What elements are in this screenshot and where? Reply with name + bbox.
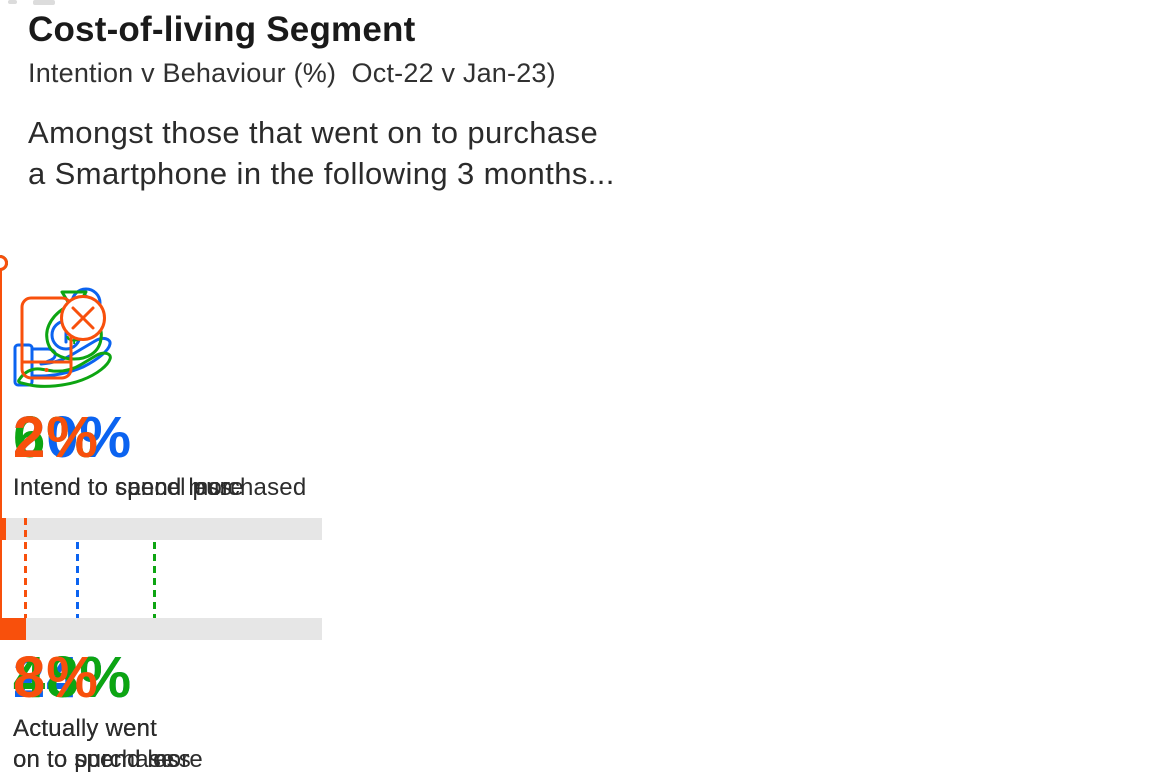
behaviour-label-line-2: on to purchase xyxy=(13,746,175,773)
intro-text: Amongst those that went on to purchase a… xyxy=(28,112,615,194)
page-title: Cost-of-living Segment xyxy=(28,10,416,49)
pin-circle xyxy=(0,255,8,271)
behaviour-value: 48% xyxy=(13,645,133,710)
behaviour-label: Actually went on to spend more xyxy=(13,713,203,775)
intention-value: 2% xyxy=(13,405,99,470)
intention-label: Intend to spend more xyxy=(13,474,244,501)
behaviour-value: 24% xyxy=(13,645,133,710)
intention-label: Intend to cancel purchased xyxy=(13,474,307,501)
behaviour-bar-track xyxy=(0,618,322,640)
behaviour-value: 8% xyxy=(13,645,99,710)
behaviour-label-line-2: on to spend more xyxy=(13,746,203,773)
intro-line-2: a Smartphone in the following 3 months..… xyxy=(28,156,615,191)
column-cancel-purchase: 2% Intend to cancel purchased 8% Actuall… xyxy=(0,255,330,782)
cropped-artifact xyxy=(33,0,55,5)
behaviour-label-line-2: on to spend less xyxy=(13,746,191,773)
behaviour-bar-fill xyxy=(0,618,26,640)
intention-label: Intend to spend less xyxy=(13,474,232,501)
intention-value: 20% xyxy=(13,405,133,470)
cropped-artifact xyxy=(8,0,17,4)
behaviour-label-line-1: Actually went xyxy=(13,715,157,742)
page-subtitle: Intention v Behaviour (%) Oct-22 v Jan-2… xyxy=(28,58,556,88)
intention-value: 6% xyxy=(13,405,99,470)
behaviour-label: Actually went on to spend less xyxy=(13,713,191,775)
intention-bar-fill xyxy=(0,518,7,540)
pin-line xyxy=(0,270,2,618)
intro-line-1: Amongst those that went on to purchase xyxy=(28,115,599,150)
behaviour-label-line-1: Actually went xyxy=(13,715,157,742)
behaviour-label: Actually went on to purchase xyxy=(13,713,175,775)
column-spend-less: 20% Intend to spend less 24% Actually we… xyxy=(0,255,330,782)
behaviour-label-line-1: Actually went xyxy=(13,715,157,742)
intention-bar-track xyxy=(0,518,322,540)
phone-cancel-icon xyxy=(13,283,123,398)
